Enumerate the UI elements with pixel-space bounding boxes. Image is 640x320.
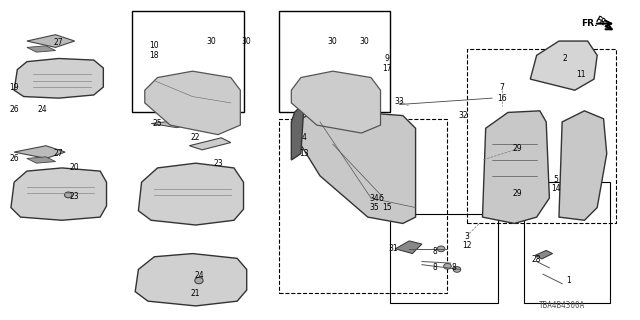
Polygon shape (536, 251, 552, 259)
Text: 21: 21 (191, 289, 200, 298)
Text: 23: 23 (213, 159, 223, 168)
Text: 25: 25 (153, 119, 163, 128)
Bar (278, 119, 447, 293)
Ellipse shape (437, 246, 445, 252)
Text: 12: 12 (462, 241, 471, 250)
Polygon shape (291, 71, 381, 133)
Text: 29: 29 (513, 189, 522, 198)
Text: 31: 31 (388, 244, 398, 253)
Text: 35: 35 (369, 203, 379, 212)
Bar (278, 11, 390, 112)
Text: 29: 29 (513, 144, 522, 153)
Polygon shape (138, 163, 244, 225)
Polygon shape (27, 35, 75, 47)
Polygon shape (145, 71, 241, 135)
Text: 30: 30 (360, 36, 369, 45)
Polygon shape (135, 253, 246, 306)
Text: 13: 13 (300, 149, 309, 158)
Text: 28: 28 (532, 255, 541, 264)
Text: 8: 8 (451, 263, 456, 272)
Polygon shape (27, 157, 56, 163)
Ellipse shape (195, 277, 203, 284)
Ellipse shape (444, 263, 451, 269)
Text: 30: 30 (207, 36, 216, 45)
Text: 4: 4 (301, 133, 307, 142)
Text: 23: 23 (70, 192, 79, 201)
Polygon shape (559, 111, 607, 220)
Text: 2: 2 (563, 54, 568, 63)
Text: TBA4B4300A: TBA4B4300A (539, 301, 585, 310)
Text: 34: 34 (369, 194, 379, 203)
Text: 27: 27 (54, 38, 63, 47)
Polygon shape (291, 103, 304, 160)
Polygon shape (395, 241, 422, 253)
Polygon shape (189, 138, 231, 150)
Text: FR.: FR. (593, 15, 611, 31)
Text: 27: 27 (54, 149, 63, 158)
Text: 1: 1 (566, 276, 571, 285)
Text: 3: 3 (464, 232, 469, 241)
Bar (132, 11, 244, 112)
Polygon shape (14, 59, 103, 98)
Polygon shape (11, 168, 106, 220)
Text: 18: 18 (150, 51, 159, 60)
Text: 6: 6 (378, 194, 383, 203)
Text: 24: 24 (194, 271, 204, 280)
Text: 8: 8 (433, 263, 437, 272)
Polygon shape (294, 109, 415, 223)
Polygon shape (531, 41, 597, 90)
Text: 17: 17 (382, 63, 392, 73)
Text: 32: 32 (459, 111, 468, 120)
Text: 26: 26 (10, 105, 19, 114)
Text: 7: 7 (499, 83, 504, 92)
Text: 33: 33 (395, 97, 404, 106)
Text: 30: 30 (242, 36, 252, 45)
Text: FR.: FR. (580, 19, 597, 28)
Ellipse shape (65, 192, 72, 198)
Text: 20: 20 (70, 164, 79, 172)
Text: 30: 30 (328, 36, 338, 45)
Polygon shape (151, 119, 196, 128)
Text: 22: 22 (191, 133, 200, 142)
Bar (467, 49, 616, 223)
Bar (390, 214, 499, 303)
Text: 19: 19 (10, 83, 19, 92)
Bar (524, 182, 610, 303)
Text: 16: 16 (497, 94, 506, 103)
Polygon shape (14, 146, 65, 158)
Polygon shape (483, 111, 549, 223)
Text: 11: 11 (577, 70, 586, 79)
Text: 8: 8 (433, 247, 437, 257)
Polygon shape (27, 46, 56, 52)
Text: 14: 14 (551, 184, 561, 193)
Text: 26: 26 (10, 154, 19, 163)
Text: 15: 15 (382, 203, 392, 212)
Ellipse shape (453, 267, 461, 272)
Text: 5: 5 (554, 174, 558, 184)
Text: 9: 9 (385, 54, 389, 63)
Text: 24: 24 (38, 105, 47, 114)
Text: 10: 10 (150, 41, 159, 50)
